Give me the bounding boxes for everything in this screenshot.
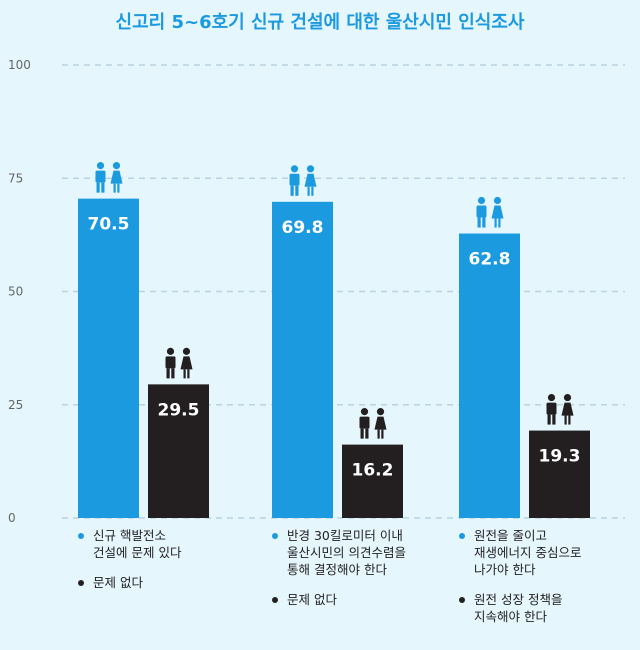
man-leg	[547, 414, 551, 425]
woman-leg	[381, 429, 384, 439]
man-body	[546, 402, 557, 415]
legend-bullet	[459, 533, 465, 539]
legend-bullet	[78, 533, 84, 539]
man-body	[165, 356, 176, 369]
man-figure	[547, 393, 556, 402]
y-tick-label: 100	[8, 58, 31, 72]
legend-text: 지속해야 한다	[474, 609, 547, 624]
woman-figure	[493, 196, 502, 205]
man-woman-icon	[359, 408, 387, 439]
legend-text: 울산시민의 의견수렴을	[287, 545, 406, 560]
legend-bullet	[78, 580, 84, 586]
woman-body	[561, 402, 574, 416]
man-leg	[482, 217, 486, 228]
bars: 70.5 29.5 69.8 16.2 62.8 19.3	[78, 162, 590, 519]
man-body	[359, 416, 370, 429]
woman-leg	[183, 369, 186, 379]
legend-text: 나가야 한다	[474, 562, 536, 577]
woman-figure	[563, 393, 572, 402]
bar	[529, 430, 590, 518]
woman-body	[304, 173, 317, 187]
legend-text: 통해 결정해야 한다	[287, 562, 387, 577]
woman-leg	[564, 415, 567, 425]
man-figure	[477, 196, 486, 205]
legend-text: 재생에너지 중심으로	[474, 545, 581, 560]
legend-text: 문제 없다	[287, 592, 337, 607]
legend-text: 신규 핵발전소	[93, 528, 166, 543]
bar	[78, 198, 139, 518]
woman-leg	[113, 183, 116, 193]
legend-bullet	[459, 597, 465, 603]
legend-text: 원전 성장 정책을	[474, 592, 562, 607]
woman-figure	[112, 162, 121, 170]
man-figure	[290, 165, 299, 173]
y-tick-label: 0	[8, 511, 16, 525]
woman-figure	[182, 347, 191, 355]
data-label: 69.8	[282, 218, 324, 238]
legend-bullet	[272, 597, 278, 603]
woman-body	[491, 205, 504, 219]
man-figure	[166, 347, 175, 355]
chart-title: 신고리 5~6호기 신규 건설에 대한 울산시민 인식조사	[116, 12, 525, 33]
data-label: 70.5	[88, 215, 130, 235]
man-woman-icon	[165, 347, 193, 379]
man-leg	[552, 414, 556, 425]
woman-body	[180, 356, 193, 370]
woman-body	[110, 170, 123, 184]
legend-bullet	[272, 533, 278, 539]
man-body	[476, 205, 487, 218]
bar	[148, 384, 209, 518]
woman-leg	[311, 186, 314, 196]
y-axis: 0 25 50 75 100	[8, 58, 31, 525]
man-woman-icon	[476, 196, 504, 228]
man-body	[95, 170, 106, 183]
man-leg	[101, 182, 105, 193]
legend-text: 문제 없다	[93, 575, 143, 590]
woman-leg	[568, 415, 571, 425]
man-leg	[360, 428, 364, 439]
data-label: 16.2	[352, 461, 394, 481]
woman-leg	[117, 183, 120, 193]
man-woman-icon	[95, 162, 123, 193]
woman-leg	[498, 218, 501, 228]
legend-text: 반경 30킬로미터 이내	[287, 528, 403, 543]
y-tick-label: 75	[8, 171, 23, 185]
data-label: 62.8	[469, 250, 511, 270]
legend-text: 건설에 문제 있다	[93, 545, 182, 560]
man-leg	[477, 217, 481, 228]
bar	[459, 233, 520, 519]
data-label: 19.3	[539, 447, 581, 467]
woman-leg	[307, 186, 310, 196]
woman-figure	[306, 165, 315, 173]
y-tick-label: 50	[8, 285, 23, 299]
man-leg	[171, 368, 175, 379]
man-figure	[96, 162, 105, 170]
man-leg	[96, 182, 100, 193]
man-woman-icon	[289, 165, 317, 196]
data-label: 29.5	[158, 400, 200, 420]
man-leg	[295, 185, 299, 196]
woman-figure	[376, 408, 385, 416]
woman-leg	[494, 218, 497, 228]
man-leg	[166, 368, 170, 379]
bar	[272, 201, 333, 518]
woman-body	[374, 416, 387, 430]
man-figure	[360, 408, 369, 416]
man-leg	[290, 185, 294, 196]
bar	[342, 444, 403, 518]
y-tick-label: 25	[8, 398, 23, 412]
man-leg	[365, 428, 369, 439]
woman-leg	[377, 429, 380, 439]
legend-text: 원전을 줄이고	[474, 528, 547, 543]
man-body	[289, 173, 300, 186]
woman-leg	[187, 369, 190, 379]
man-woman-icon	[546, 393, 574, 425]
